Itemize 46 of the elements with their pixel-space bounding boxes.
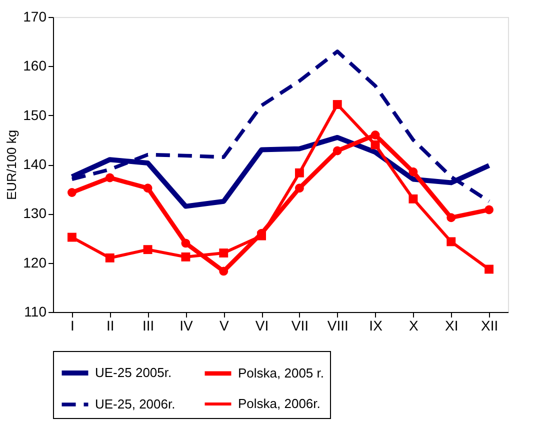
point [219,266,228,276]
x-tick-label: X [409,318,420,334]
x-tick-label: XII [480,318,498,334]
x-tick-label: XI [445,318,458,334]
point [105,253,114,262]
point [181,238,190,248]
legend-label: UE-25, 2006r. [95,396,176,412]
point [332,100,342,109]
x-tick-label: V [219,318,230,334]
point [67,232,76,242]
y-tick-label: 120 [23,254,47,270]
point [408,194,418,204]
y-tick-label: 160 [23,58,47,74]
point [332,146,342,156]
x-tick-label: III [142,318,154,334]
y-axis-title: EUR/100 kg [4,130,20,200]
point [446,213,456,222]
y-tick-label: 140 [23,156,47,172]
point [294,168,304,178]
x-tick-label: VII [291,318,309,334]
point [370,130,380,140]
point [484,205,494,214]
legend-label: Polska, 2006r. [238,396,320,411]
y-tick-label: 150 [23,106,47,123]
point [143,184,152,193]
x-tick-label: VI [255,318,269,334]
legend-label: Polska, 2005 r. [238,365,324,380]
point [181,252,190,262]
point [143,245,152,254]
x-tick-label: IV [180,318,194,334]
point [105,173,114,182]
point [484,264,494,274]
point [446,237,456,246]
y-tick-label: 130 [23,205,47,222]
x-tick-label: I [70,318,74,334]
legend-label: UE-25 2005r. [95,365,172,380]
point [294,184,304,193]
y-tick-label: 170 [23,8,47,24]
x-tick-label: II [106,318,114,334]
point [67,188,76,197]
point [370,140,380,150]
point [219,248,228,258]
point [408,167,418,176]
x-tick-label: VIII [327,318,348,334]
x-tick-label: IX [369,318,384,334]
y-tick-label: 110 [24,304,47,320]
